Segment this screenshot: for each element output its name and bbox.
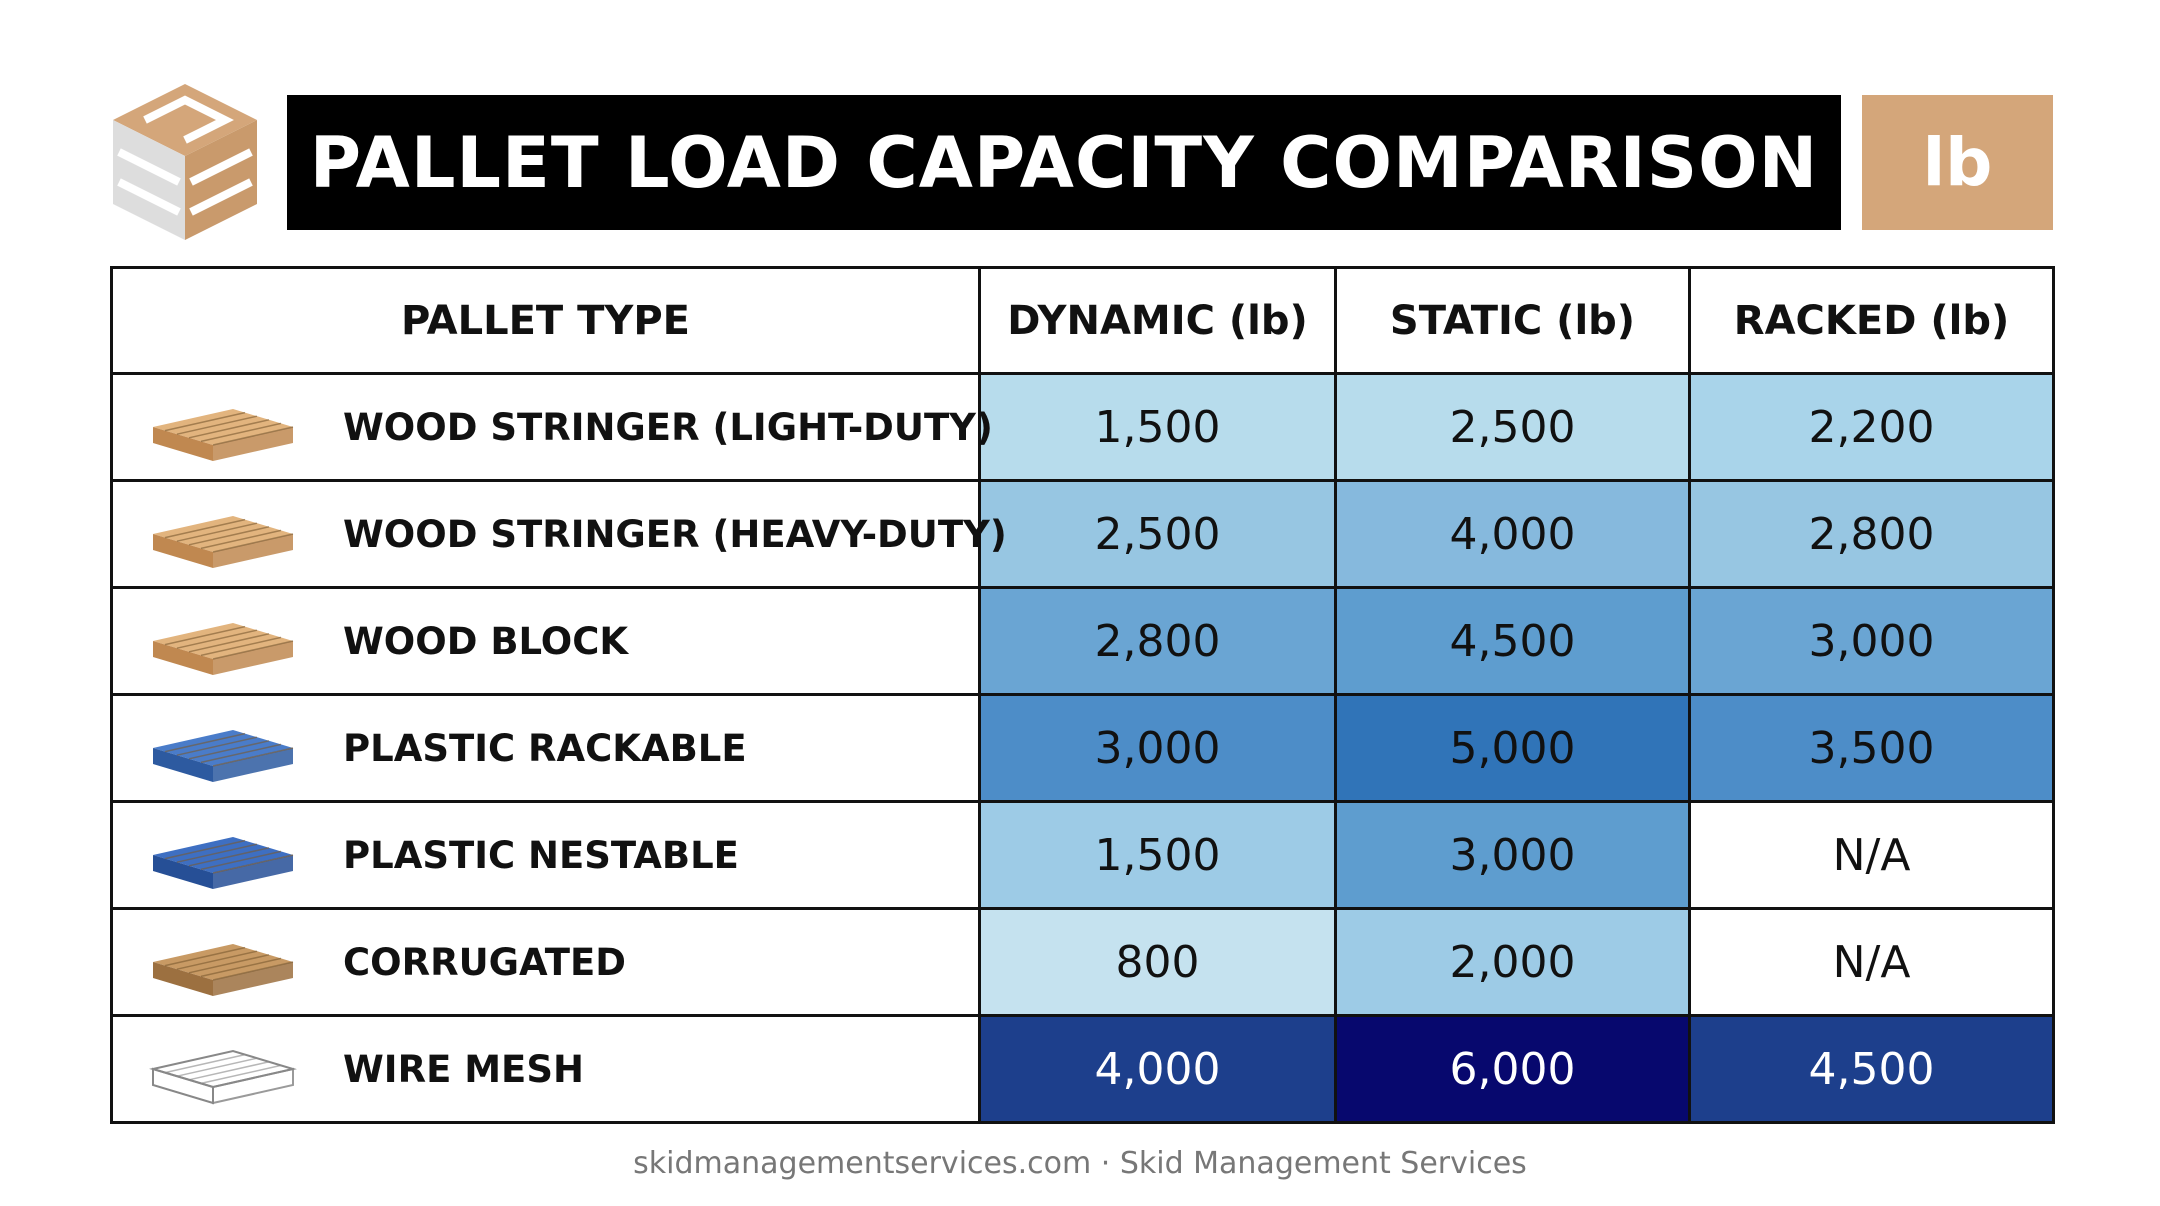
table-row: CORRUGATED 800 2,000 N/A xyxy=(110,907,2055,1017)
pallet-type: WOOD STRINGER (LIGHT-DUTY) xyxy=(113,387,993,467)
pallet-icon xyxy=(153,837,294,889)
pallet-icon xyxy=(153,623,294,675)
capacity-table: PALLET TYPE DYNAMIC (lb) STATIC (lb) RACKED… xyxy=(110,266,2055,1124)
pallet-type: WOOD BLOCK xyxy=(113,601,978,681)
pallet-icon xyxy=(153,944,294,996)
pallet-type: PLASTIC NESTABLE xyxy=(113,815,978,895)
pallet-type-cell: PLASTIC NESTABLE xyxy=(110,800,981,910)
capacity-cell: 2,800 xyxy=(978,586,1337,696)
unit-badge: lb xyxy=(1862,95,2053,230)
capacity-cell: 2,000 xyxy=(1334,907,1691,1017)
pallet-type-label: CORRUGATED xyxy=(343,940,626,984)
capacity-cell: 4,000 xyxy=(978,1014,1337,1124)
capacity-cell: N/A xyxy=(1688,800,2055,910)
pallet-type-label: PLASTIC NESTABLE xyxy=(343,833,739,877)
table-row: WOOD BLOCK 2,800 4,500 3,000 xyxy=(110,586,2055,696)
capacity-cell: 3,000 xyxy=(978,693,1337,803)
pallet-type-cell: WOOD STRINGER (LIGHT-DUTY) xyxy=(110,372,993,482)
column-header: DYNAMIC (lb) xyxy=(978,266,1337,375)
pallet-icon xyxy=(153,409,294,461)
capacity-cell: 4,500 xyxy=(1688,1014,2055,1124)
header-row: PALLET TYPE DYNAMIC (lb) STATIC (lb) RACKED… xyxy=(110,266,2055,375)
table-row: PLASTIC NESTABLE 1,500 3,000 N/A xyxy=(110,800,2055,910)
pallet-type-label: WOOD STRINGER (LIGHT-DUTY) xyxy=(343,405,993,449)
pallet-type: WIRE MESH xyxy=(113,1029,978,1109)
table-row: PLASTIC RACKABLE 3,000 5,000 3,500 xyxy=(110,693,2055,803)
pallet-type-cell: WOOD BLOCK xyxy=(110,586,981,696)
title: PALLET LOAD CAPACITY COMPARISON xyxy=(287,95,1841,230)
table-row: WOOD STRINGER (HEAVY-DUTY) 2,500 4,000 2,80… xyxy=(110,479,2055,589)
capacity-cell: 5,000 xyxy=(1334,693,1691,803)
column-header: STATIC (lb) xyxy=(1334,266,1691,375)
column-header: PALLET TYPE xyxy=(110,266,981,375)
capacity-cell: 1,500 xyxy=(978,800,1337,910)
pallet-type-cell: CORRUGATED xyxy=(110,907,981,1017)
pallet-type-label: WOOD BLOCK xyxy=(343,619,629,663)
capacity-cell: 2,500 xyxy=(978,479,1337,589)
pallet-type-label: WOOD STRINGER (HEAVY-DUTY) xyxy=(343,512,1007,556)
pallet-type: PLASTIC RACKABLE xyxy=(113,708,978,788)
capacity-cell: 800 xyxy=(978,907,1337,1017)
capacity-cell: N/A xyxy=(1688,907,2055,1017)
pallet-type: WOOD STRINGER (HEAVY-DUTY) xyxy=(113,494,1007,574)
capacity-cell: 6,000 xyxy=(1334,1014,1691,1124)
pallet-type-label: PLASTIC RACKABLE xyxy=(343,726,747,770)
pallet-type-cell: WOOD STRINGER (HEAVY-DUTY) xyxy=(110,479,1007,589)
pallet-icon xyxy=(149,1049,297,1105)
pallet-icon xyxy=(153,730,294,782)
table-row: WOOD STRINGER (LIGHT-DUTY) 1,500 2,500 2,20… xyxy=(110,372,2055,482)
capacity-cell: 2,200 xyxy=(1688,372,2055,482)
pallet-type-cell: PLASTIC RACKABLE xyxy=(110,693,981,803)
capacity-cell: 3,500 xyxy=(1688,693,2055,803)
capacity-cell: 4,500 xyxy=(1334,586,1691,696)
pallet-type: CORRUGATED xyxy=(113,922,978,1002)
capacity-cell: 2,500 xyxy=(1334,372,1691,482)
capacity-cell: 1,500 xyxy=(978,372,1337,482)
capacity-cell: 2,800 xyxy=(1688,479,2055,589)
capacity-cell: 3,000 xyxy=(1334,800,1691,910)
pallet-icon xyxy=(153,516,294,568)
table-row: WIRE MESH 4,000 6,000 4,500 xyxy=(110,1014,2055,1124)
logo xyxy=(113,84,257,240)
pallet-type-cell: WIRE MESH xyxy=(110,1014,981,1124)
footer: skidmanagementservices.com · Skid Manage… xyxy=(633,1146,1527,1181)
pallet-type-label: WIRE MESH xyxy=(343,1047,584,1091)
capacity-cell: 4,000 xyxy=(1334,479,1691,589)
column-header: RACKED (lb) xyxy=(1688,266,2055,375)
capacity-cell: 3,000 xyxy=(1688,586,2055,696)
